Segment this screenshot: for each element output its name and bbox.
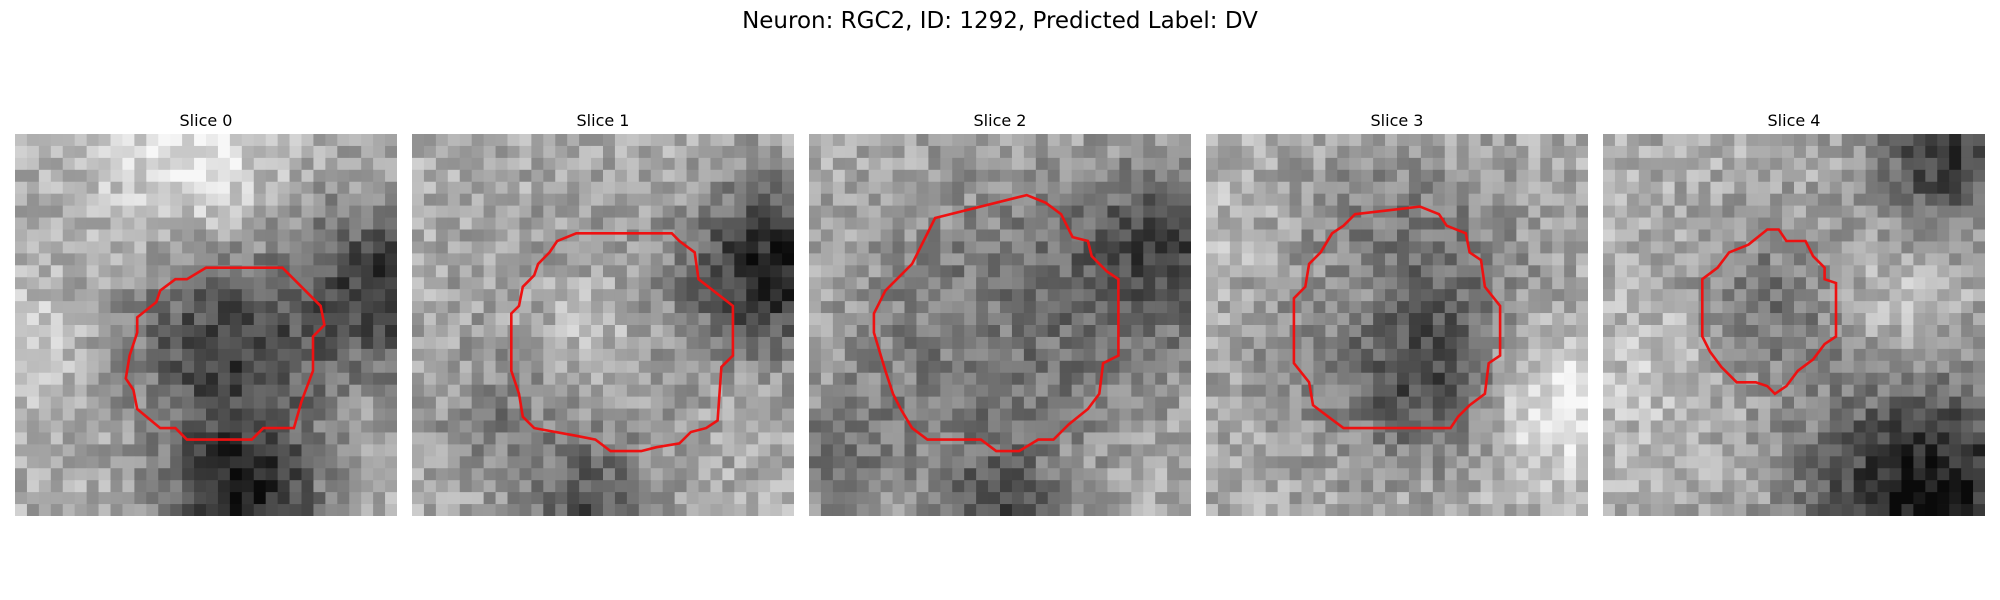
segmentation-contour-4 bbox=[1701, 228, 1838, 396]
figure-title: Neuron: RGC2, ID: 1292, Predicted Label:… bbox=[742, 8, 1258, 34]
segmentation-contour-2 bbox=[872, 193, 1120, 453]
slice-panel-0: Slice 0 bbox=[15, 110, 397, 516]
slice-title-4: Slice 4 bbox=[1767, 111, 1821, 130]
slice-image-3 bbox=[1206, 134, 1588, 516]
slice-panel-1: Slice 1 bbox=[412, 110, 794, 516]
slice-image-4 bbox=[1603, 134, 1985, 516]
segmentation-contour-3 bbox=[1292, 205, 1502, 430]
segmentation-contour-0 bbox=[124, 266, 326, 441]
segmentation-contour-1 bbox=[510, 232, 735, 453]
slice-panel-2: Slice 2 bbox=[809, 110, 1191, 516]
slice-panel-4: Slice 4 bbox=[1603, 110, 1985, 516]
slice-image-1 bbox=[412, 134, 794, 516]
slice-image-2 bbox=[809, 134, 1191, 516]
slice-title-0: Slice 0 bbox=[179, 111, 233, 130]
slice-image-0 bbox=[15, 134, 397, 516]
slice-title-3: Slice 3 bbox=[1370, 111, 1424, 130]
slice-title-1: Slice 1 bbox=[576, 111, 630, 130]
slice-panel-3: Slice 3 bbox=[1206, 110, 1588, 516]
slice-title-2: Slice 2 bbox=[973, 111, 1027, 130]
